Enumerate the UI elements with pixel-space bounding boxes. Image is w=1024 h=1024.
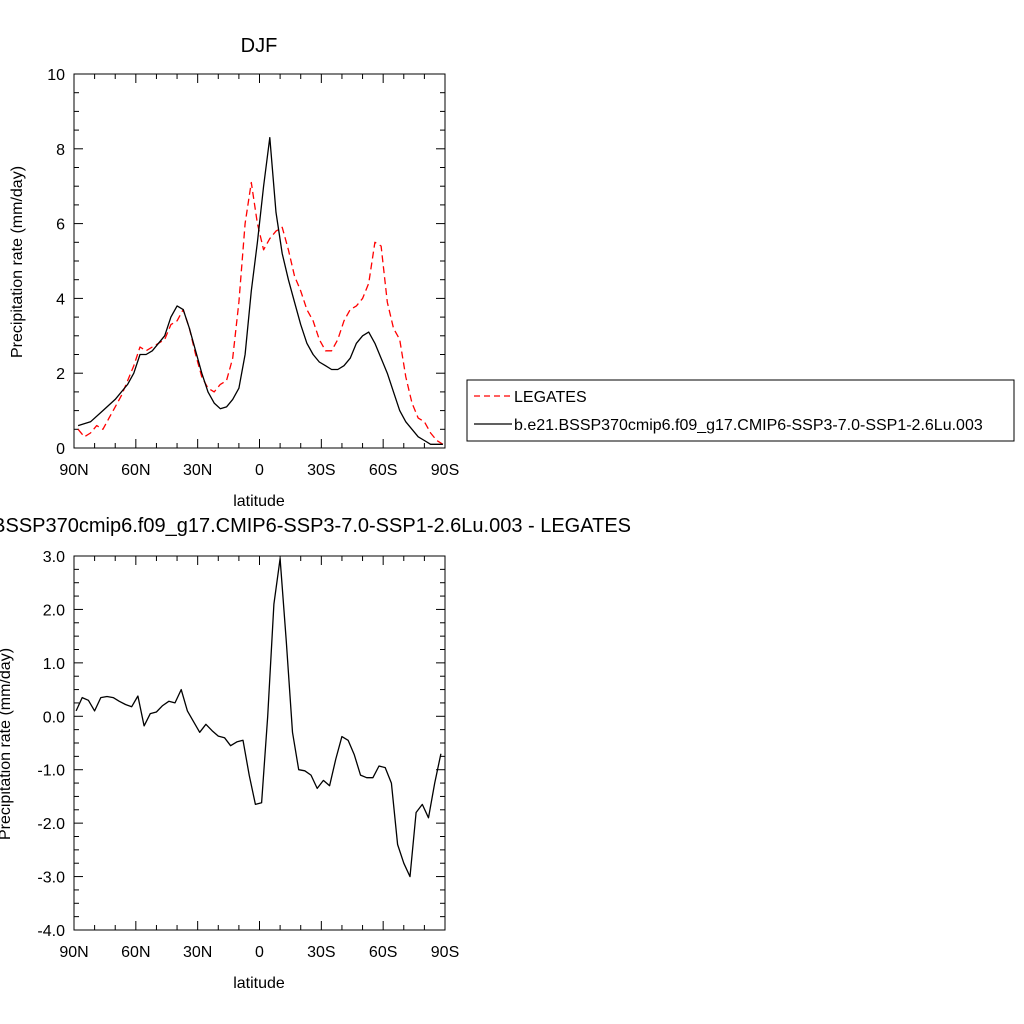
bottom-line-series-0: [75, 558, 442, 878]
x-axis-label-bottom: latitude: [233, 975, 285, 992]
bottom-y-tick-label: 1.0: [43, 656, 65, 673]
top-y-tick-label: 4: [56, 291, 65, 308]
bottom-y-tick-label: -1.0: [37, 763, 65, 780]
top-x-tick-label: 30N: [183, 462, 212, 479]
bottom-y-tick-label: 2.0: [43, 602, 65, 619]
top-x-tick-label: 90N: [59, 462, 88, 479]
legend-box: [466, 379, 1015, 442]
bottom-x-tick-label: 30S: [307, 944, 335, 961]
bottom-y-tick-label: -2.0: [37, 816, 65, 833]
top-x-tick-label: 60S: [369, 462, 397, 479]
y-axis-label-bottom: Precipitation rate (mm/day): [0, 648, 14, 840]
top-y-tick-label: 0: [56, 441, 65, 458]
top-x-tick-label: 30S: [307, 462, 335, 479]
bottom-x-tick-label: 90N: [59, 944, 88, 961]
top-y-tick-label: 10: [47, 67, 65, 84]
bottom-plot-frame: [73, 555, 446, 931]
x-axis-label-top: latitude: [233, 493, 285, 510]
legend-label-model: b.e21.BSSP370cmip6.f09_g17.CMIP6-SSP3-7.…: [514, 417, 983, 434]
bottom-x-tick-label: 90S: [431, 944, 459, 961]
top-x-tick-label: 90S: [431, 462, 459, 479]
difference-panel: b.e21.BSSP370cmip6.f09_g17.CMIP6-SSP3-7.…: [0, 515, 631, 992]
chart-title-djf: DJF: [241, 35, 278, 57]
top-y-tick-label: 8: [56, 142, 65, 159]
bottom-y-tick-label: -4.0: [37, 923, 65, 940]
djf-plot-area: 90N 60N 30N 0 30S 60S 90S 0 2 4 6 8 10: [47, 67, 459, 479]
legend-label-legates: LEGATES: [514, 389, 587, 406]
bottom-x-tick-label: 60N: [121, 944, 150, 961]
top-x-tick-label: 60N: [121, 462, 150, 479]
legend: LEGATES b.e21.BSSP370cmip6.f09_g17.CMIP6…: [466, 379, 1015, 442]
bottom-y-tick-label: 3.0: [43, 549, 65, 566]
top-y-tick-label: 6: [56, 217, 65, 234]
top-plot-frame: [73, 73, 446, 449]
bottom-y-tick-label: 0.0: [43, 709, 65, 726]
bottom-x-tick-label: 0: [255, 944, 264, 961]
bottom-y-tick-label: -3.0: [37, 870, 65, 887]
top-line-legates: [77, 181, 444, 445]
top-line-b-e21-bssp370cmip6-f: [77, 136, 443, 445]
bottom-x-tick-label: 30N: [183, 944, 212, 961]
difference-plot-area: 90N 60N 30N 0 30S 60S 90S -4.0 -3.0 -2.0 -1.0 0.0 1.…: [37, 549, 459, 961]
top-y-tick-label: 2: [56, 366, 65, 383]
y-axis-label-top: Precipitation rate (mm/day): [9, 166, 26, 358]
bottom-x-tick-label: 60S: [369, 944, 397, 961]
top-x-tick-label: 0: [255, 462, 264, 479]
chart-title-difference: b.e21.BSSP370cmip6.f09_g17.CMIP6-SSP3-7.…: [0, 515, 631, 537]
